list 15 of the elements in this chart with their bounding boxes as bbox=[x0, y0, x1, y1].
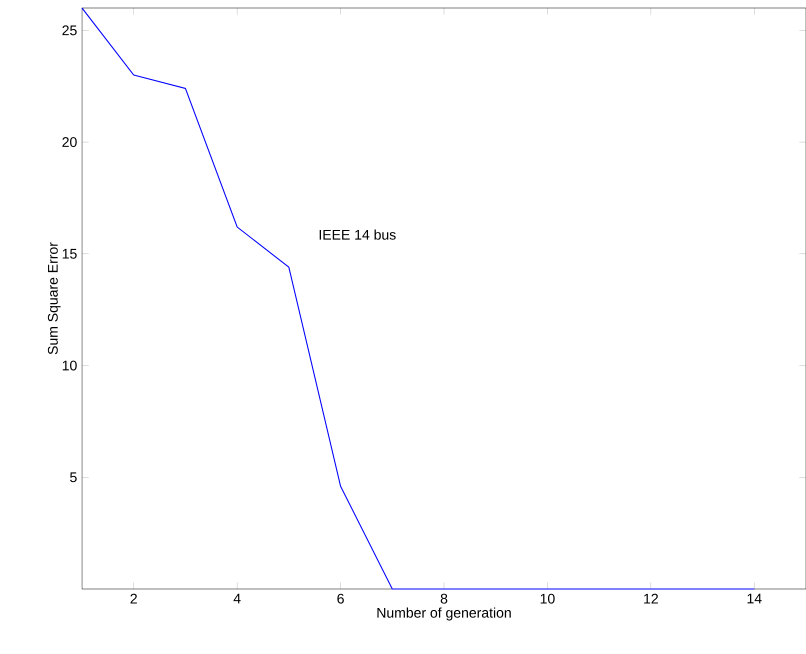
y-tick-label: 5 bbox=[70, 472, 77, 482]
x-tick-label: 6 bbox=[337, 594, 344, 604]
x-tick-label: 10 bbox=[540, 594, 555, 604]
y-tick-label: 15 bbox=[62, 248, 77, 259]
x-tick-label: 12 bbox=[644, 594, 658, 604]
x-axis-title: Number of generation bbox=[377, 607, 511, 620]
x-tick-label: 2 bbox=[130, 594, 137, 604]
x-tick-label: 14 bbox=[748, 594, 762, 604]
annotation: IEEE 14 bus bbox=[320, 229, 396, 240]
y-tick-label: 10 bbox=[62, 360, 77, 371]
y-axis-title: Sum Square Error bbox=[48, 242, 61, 354]
x-tick-label: 4 bbox=[234, 594, 241, 604]
y-tick-label: 20 bbox=[62, 137, 77, 148]
x-tick-label: 8 bbox=[440, 594, 448, 604]
y-tick-label: 25 bbox=[62, 25, 77, 36]
